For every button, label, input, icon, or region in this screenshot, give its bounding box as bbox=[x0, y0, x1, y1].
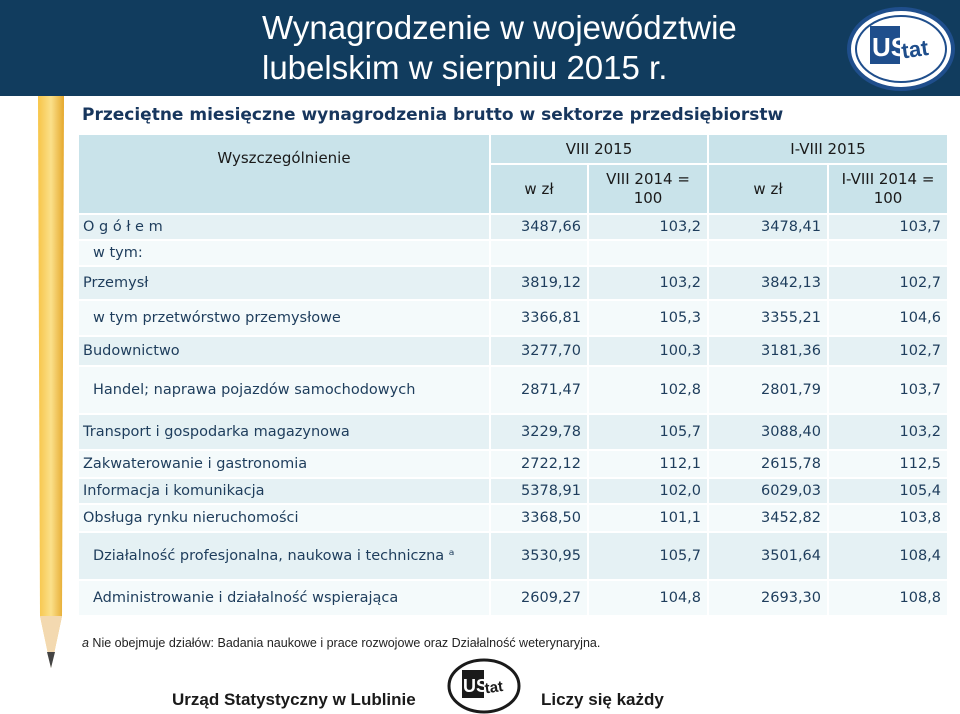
header-col-2: VIII 2014 = 100 bbox=[588, 164, 709, 214]
row-value-1: 3277,70 bbox=[490, 336, 588, 366]
footer-office-name: Urząd Statystyczny w Lublinie bbox=[172, 690, 416, 709]
row-value-1: 3366,81 bbox=[490, 300, 588, 336]
row-value-1: 3368,50 bbox=[490, 504, 588, 532]
table-row: Transport i gospodarka magazynowa 3229,78… bbox=[78, 414, 949, 450]
table-row: Administrowanie i działalność wspierając… bbox=[78, 580, 949, 616]
row-value-4: 105,4 bbox=[828, 478, 949, 504]
row-value-2: 112,1 bbox=[588, 450, 709, 478]
row-value-3: 3501,64 bbox=[708, 532, 829, 580]
row-value-2: 101,1 bbox=[588, 504, 709, 532]
row-label: Budownictwo bbox=[78, 336, 490, 366]
row-value-1: 3229,78 bbox=[490, 414, 588, 450]
row-label: Obsługa rynku nieruchomości bbox=[78, 504, 490, 532]
svg-text:tat: tat bbox=[484, 678, 505, 697]
row-value-4: 102,7 bbox=[828, 336, 949, 366]
table-row: w tym przetwórstwo przemysłowe 3366,81 105… bbox=[78, 300, 949, 336]
svg-text:US: US bbox=[872, 32, 908, 62]
pencil-decoration bbox=[38, 96, 64, 668]
row-label: w tym przetwórstwo przemysłowe bbox=[78, 300, 490, 336]
row-value-4: 103,7 bbox=[828, 366, 949, 414]
table-row: O g ó ł e m 3487,66 103,2 3478,41 103,7 bbox=[78, 214, 949, 240]
row-value-2: 102,0 bbox=[588, 478, 709, 504]
row-value-3: 2693,30 bbox=[708, 580, 829, 616]
table-subtitle: Przeciętne miesięczne wynagrodzenia brut… bbox=[82, 105, 784, 125]
header-bar: Wynagrodzenie w województwie lubelskim w… bbox=[0, 0, 960, 96]
footer-slogan: Liczy się każdy bbox=[541, 690, 664, 709]
row-value-3: 3842,13 bbox=[708, 266, 829, 300]
svg-text:US: US bbox=[463, 676, 488, 696]
row-value-4: 108,8 bbox=[828, 580, 949, 616]
ustat-logo: US tat bbox=[847, 7, 955, 91]
row-value-2: 105,7 bbox=[588, 532, 709, 580]
row-value-4: 108,4 bbox=[828, 532, 949, 580]
table-row: Budownictwo 3277,70 100,3 3181,36 102,7 bbox=[78, 336, 949, 366]
row-value-1: 5378,91 bbox=[490, 478, 588, 504]
row-value-1: 2871,47 bbox=[490, 366, 588, 414]
row-value-1: 3530,95 bbox=[490, 532, 588, 580]
header-period-1: VIII 2015 bbox=[490, 134, 709, 164]
row-value-3: 3181,36 bbox=[708, 336, 829, 366]
table-row: Przemysł 3819,12 103,2 3842,13 102,7 bbox=[78, 266, 949, 300]
table-row: Handel; naprawa pojazdów samochodowych 28… bbox=[78, 366, 949, 414]
row-label: Transport i gospodarka magazynowa bbox=[78, 414, 490, 450]
row-label: Administrowanie i działalność wspierając… bbox=[78, 580, 490, 616]
row-value-4 bbox=[828, 240, 949, 266]
row-value-4: 104,6 bbox=[828, 300, 949, 336]
row-label: O g ó ł e m bbox=[78, 214, 490, 240]
table-row: Zakwaterowanie i gastronomia 2722,12 112,1… bbox=[78, 450, 949, 478]
row-value-3 bbox=[708, 240, 829, 266]
header-col-1: w zł bbox=[490, 164, 588, 214]
page-title: Wynagrodzenie w województwie lubelskim w… bbox=[262, 9, 737, 86]
row-value-4: 102,7 bbox=[828, 266, 949, 300]
table-row: w tym: bbox=[78, 240, 949, 266]
row-label: Zakwaterowanie i gastronomia bbox=[78, 450, 490, 478]
row-value-2: 105,7 bbox=[588, 414, 709, 450]
row-label: Handel; naprawa pojazdów samochodowych bbox=[78, 366, 490, 414]
row-value-2: 102,8 bbox=[588, 366, 709, 414]
row-value-3: 3355,21 bbox=[708, 300, 829, 336]
row-value-4: 112,5 bbox=[828, 450, 949, 478]
footnote-mark: a bbox=[82, 636, 89, 650]
header-col-4: I-VIII 2014 = 100 bbox=[828, 164, 949, 214]
row-label: Informacja i komunikacja bbox=[78, 478, 490, 504]
row-value-3: 6029,03 bbox=[708, 478, 829, 504]
row-value-2: 104,8 bbox=[588, 580, 709, 616]
row-value-3: 3088,40 bbox=[708, 414, 829, 450]
row-value-2 bbox=[588, 240, 709, 266]
table-row: Informacja i komunikacja 5378,91 102,0 6029… bbox=[78, 478, 949, 504]
row-value-2: 103,2 bbox=[588, 266, 709, 300]
row-value-1: 2722,12 bbox=[490, 450, 588, 478]
row-value-1: 3487,66 bbox=[490, 214, 588, 240]
wages-table: Wyszczególnienie VIII 2015 I-VIII 2015 w… bbox=[78, 134, 949, 616]
row-value-3: 2615,78 bbox=[708, 450, 829, 478]
ustat-logo-small: US tat bbox=[447, 658, 521, 714]
table-row: Obsługa rynku nieruchomości 3368,50 101,1 3… bbox=[78, 504, 949, 532]
row-value-1: 2609,27 bbox=[490, 580, 588, 616]
row-value-3: 3452,82 bbox=[708, 504, 829, 532]
row-value-1 bbox=[490, 240, 588, 266]
row-value-3: 3478,41 bbox=[708, 214, 829, 240]
row-value-3: 2801,79 bbox=[708, 366, 829, 414]
header-col-3: w zł bbox=[708, 164, 829, 214]
row-value-2: 103,2 bbox=[588, 214, 709, 240]
row-value-2: 100,3 bbox=[588, 336, 709, 366]
row-label: Działalność profesjonalna, naukowa i tec… bbox=[78, 532, 490, 580]
footnote-text: Nie obejmuje działów: Badania naukowe i … bbox=[88, 636, 601, 650]
header-period-2: I-VIII 2015 bbox=[708, 134, 949, 164]
table-row: Działalność profesjonalna, naukowa i tec… bbox=[78, 532, 949, 580]
svg-text:tat: tat bbox=[900, 35, 931, 64]
row-value-4: 103,8 bbox=[828, 504, 949, 532]
footnote: a Nie obejmuje działów: Badania naukowe … bbox=[82, 636, 600, 650]
row-label: Przemysł bbox=[78, 266, 490, 300]
row-value-4: 103,7 bbox=[828, 214, 949, 240]
row-label: w tym: bbox=[78, 240, 490, 266]
row-value-2: 105,3 bbox=[588, 300, 709, 336]
row-value-4: 103,2 bbox=[828, 414, 949, 450]
header-spec: Wyszczególnienie bbox=[78, 134, 490, 214]
row-value-1: 3819,12 bbox=[490, 266, 588, 300]
